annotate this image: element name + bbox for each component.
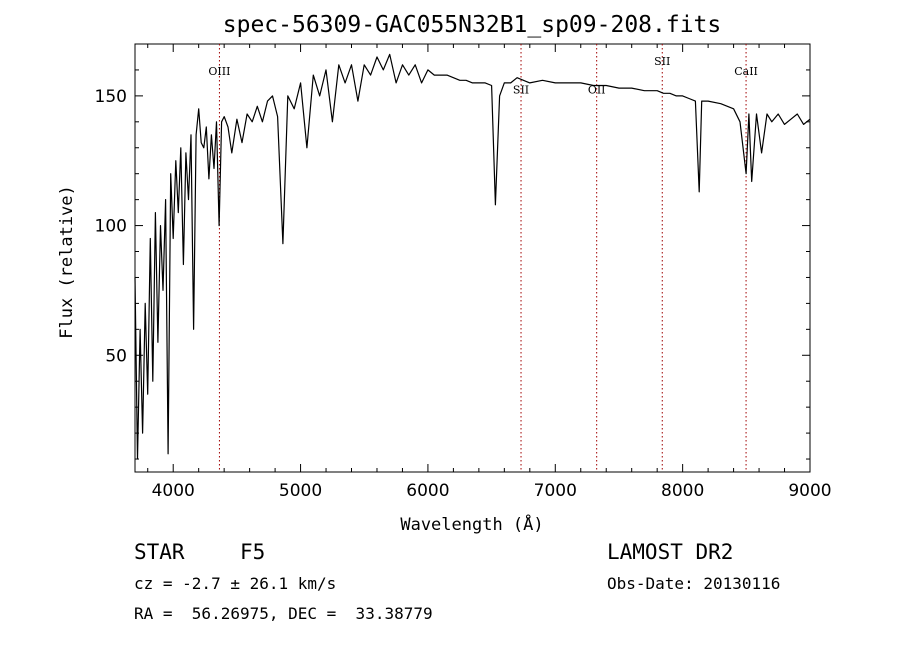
x-tick-label: 7000 [534,481,577,501]
line-marker-label: OIII [208,65,230,78]
object-subclass: F5 [240,540,266,564]
line-marker-label: SII [654,55,670,68]
chart-title: spec-56309-GAC055N32B1_sp09-208.fits [223,12,722,38]
spectrum-series-line [134,53,811,460]
y-tick-label: 150 [95,87,127,107]
y-tick-label: 100 [95,217,127,237]
x-tick-label: 5000 [279,481,322,501]
line-marker-label: SII [513,83,529,96]
x-tick-label: 9000 [788,481,831,501]
coordinates: RA = 56.26975, DEC = 33.38779 [134,604,433,623]
observation-date: Obs-Date: 20130116 [607,574,781,593]
plot-frame [134,43,811,473]
line-marker-label: OII [588,83,606,96]
object-type: STAR [134,540,185,564]
x-tick-label: 4000 [152,481,195,501]
line-marker-label: CaII [734,65,758,78]
x-axis-label: Wavelength (Å) [400,513,543,535]
survey-name: LAMOST DR2 [607,540,734,564]
y-axis-label: Flux (relative) [57,185,77,339]
x-tick-label: 8000 [661,481,704,501]
redshift-velocity: cz = -2.7 ± 26.1 km/s [134,574,337,593]
x-tick-label: 6000 [406,481,449,501]
plot-area: OIII SII OII SII CaII 4000 5000 6000 7000 8000 900… [95,43,832,501]
y-tick-label: 50 [105,346,127,366]
